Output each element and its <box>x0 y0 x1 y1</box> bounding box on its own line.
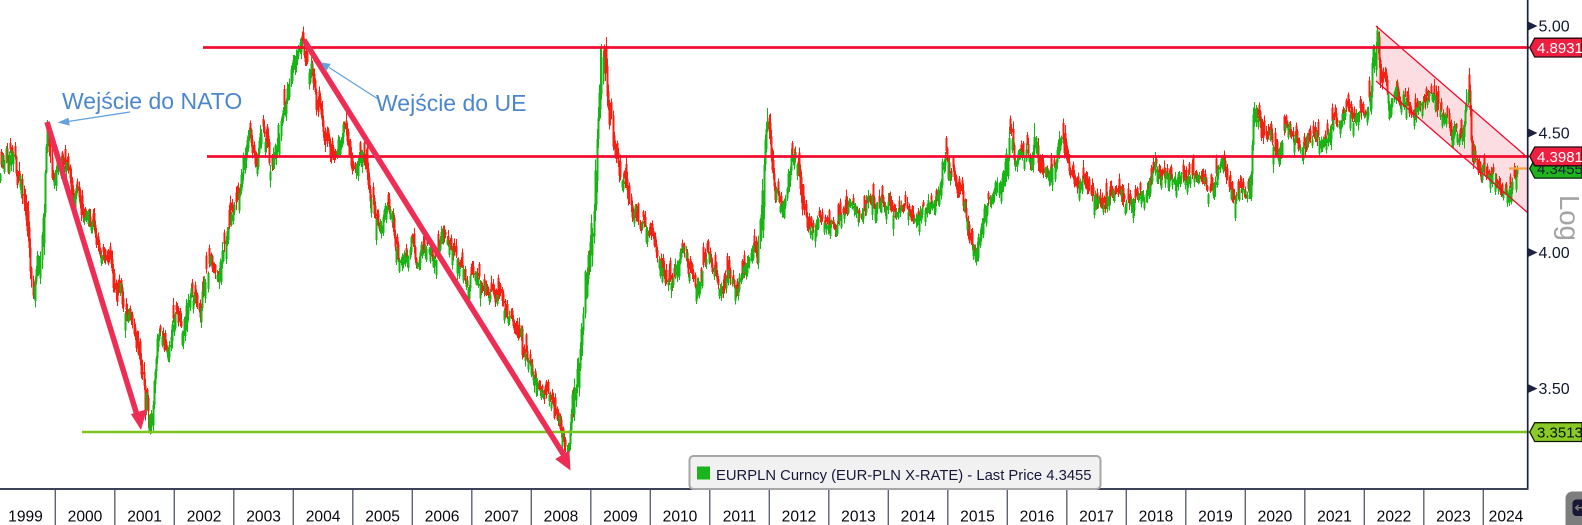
svg-text:3.50: 3.50 <box>1539 381 1570 398</box>
svg-text:2021: 2021 <box>1317 509 1352 525</box>
svg-text:2022: 2022 <box>1377 509 1412 525</box>
svg-text:Wejście do NATO: Wejście do NATO <box>62 88 242 114</box>
svg-text:2001: 2001 <box>127 509 162 525</box>
svg-text:2013: 2013 <box>841 509 876 525</box>
svg-text:2000: 2000 <box>68 509 103 525</box>
svg-text:2011: 2011 <box>723 509 757 525</box>
svg-text:4.8931: 4.8931 <box>1537 40 1582 57</box>
svg-text:1999: 1999 <box>8 509 43 525</box>
svg-text:2009: 2009 <box>603 509 638 525</box>
svg-text:2006: 2006 <box>425 509 460 525</box>
svg-text:2005: 2005 <box>365 509 400 525</box>
svg-text:2016: 2016 <box>1020 509 1055 525</box>
svg-text:4.00: 4.00 <box>1539 245 1570 262</box>
svg-text:2018: 2018 <box>1139 509 1174 525</box>
svg-text:EURPLN Curncy (EUR-PLN X-RATE): EURPLN Curncy (EUR-PLN X-RATE) - Last Pr… <box>716 468 1092 484</box>
svg-text:2014: 2014 <box>901 509 936 525</box>
svg-text:2023: 2023 <box>1436 509 1471 525</box>
svg-text:2024: 2024 <box>1489 509 1524 525</box>
svg-text:4.50: 4.50 <box>1539 126 1570 143</box>
svg-text:2004: 2004 <box>306 509 341 525</box>
svg-text:2015: 2015 <box>960 509 995 525</box>
svg-text:Wejście do UE: Wejście do UE <box>376 90 526 116</box>
svg-text:2010: 2010 <box>663 509 698 525</box>
svg-text:2019: 2019 <box>1198 509 1233 525</box>
svg-text:2003: 2003 <box>246 509 281 525</box>
svg-text:2020: 2020 <box>1258 509 1293 525</box>
svg-text:4.3981: 4.3981 <box>1537 149 1582 166</box>
svg-text:2012: 2012 <box>782 509 817 525</box>
svg-text:2002: 2002 <box>187 509 222 525</box>
svg-text:Log: Log <box>1554 195 1582 241</box>
svg-text:3.3513: 3.3513 <box>1537 425 1582 442</box>
svg-text:2017: 2017 <box>1079 509 1114 525</box>
svg-text:2008: 2008 <box>544 509 579 525</box>
svg-text:2007: 2007 <box>484 509 519 525</box>
svg-text:5.00: 5.00 <box>1539 19 1570 36</box>
